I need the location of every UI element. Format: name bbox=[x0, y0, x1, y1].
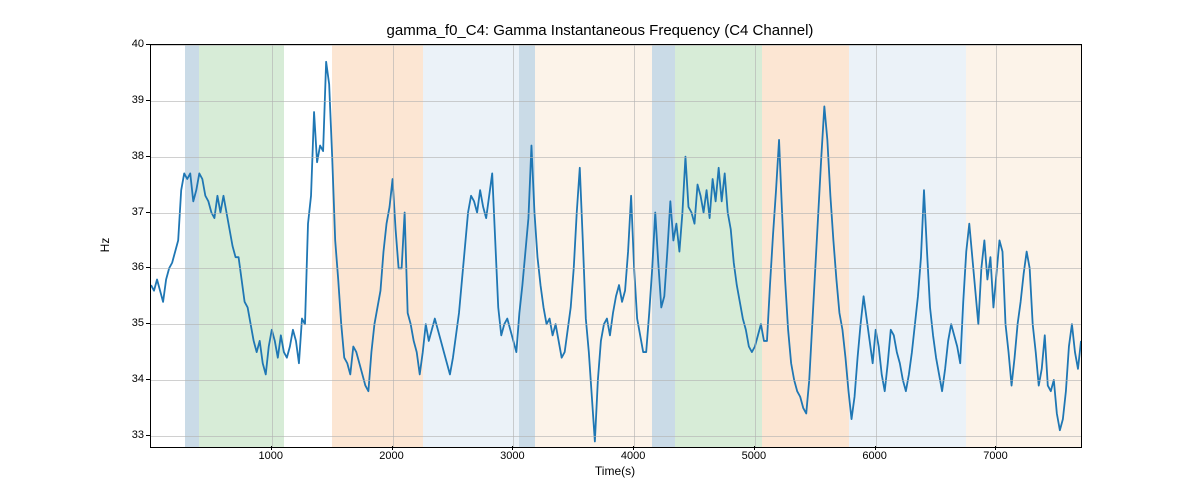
y-tick-mark bbox=[146, 100, 150, 101]
y-tick-label: 40 bbox=[132, 38, 144, 50]
y-tick-label: 38 bbox=[132, 150, 144, 162]
x-tick-label: 6000 bbox=[862, 450, 886, 462]
y-tick-label: 33 bbox=[132, 429, 144, 441]
plot-area bbox=[150, 44, 1082, 448]
grid-line-h bbox=[151, 380, 1081, 381]
grid-line-h bbox=[151, 324, 1081, 325]
x-tick-label: 4000 bbox=[621, 450, 645, 462]
x-tick-label: 3000 bbox=[500, 450, 524, 462]
grid-line-v bbox=[272, 45, 273, 447]
grid-line-v bbox=[755, 45, 756, 447]
x-tick-mark bbox=[512, 446, 513, 450]
x-tick-mark bbox=[271, 446, 272, 450]
chart-title: gamma_f0_C4: Gamma Instantaneous Frequen… bbox=[0, 22, 1200, 39]
grid-line-v bbox=[876, 45, 877, 447]
y-tick-mark bbox=[146, 44, 150, 45]
grid-line-v bbox=[634, 45, 635, 447]
y-tick-label: 35 bbox=[132, 317, 144, 329]
y-axis-label: Hz bbox=[98, 238, 112, 253]
grid-line-h bbox=[151, 268, 1081, 269]
grid-line-v bbox=[393, 45, 394, 447]
x-tick-label: 1000 bbox=[259, 450, 283, 462]
chart-container: gamma_f0_C4: Gamma Instantaneous Frequen… bbox=[0, 0, 1200, 500]
x-tick-mark bbox=[995, 446, 996, 450]
grid-line-h bbox=[151, 213, 1081, 214]
y-tick-mark bbox=[146, 379, 150, 380]
y-tick-mark bbox=[146, 212, 150, 213]
x-tick-mark bbox=[392, 446, 393, 450]
grid-line-h bbox=[151, 436, 1081, 437]
x-tick-label: 5000 bbox=[742, 450, 766, 462]
x-tick-mark bbox=[875, 446, 876, 450]
y-tick-mark bbox=[146, 323, 150, 324]
grid-line-v bbox=[996, 45, 997, 447]
x-tick-label: 2000 bbox=[379, 450, 403, 462]
y-tick-label: 36 bbox=[132, 261, 144, 273]
data-line bbox=[151, 62, 1081, 442]
y-tick-label: 39 bbox=[132, 94, 144, 106]
grid-line-v bbox=[513, 45, 514, 447]
x-tick-label: 7000 bbox=[983, 450, 1007, 462]
grid-line-h bbox=[151, 157, 1081, 158]
grid-line-h bbox=[151, 101, 1081, 102]
y-tick-label: 37 bbox=[132, 206, 144, 218]
x-tick-mark bbox=[633, 446, 634, 450]
grid-line-h bbox=[151, 45, 1081, 46]
y-tick-mark bbox=[146, 156, 150, 157]
x-tick-mark bbox=[754, 446, 755, 450]
y-tick-mark bbox=[146, 267, 150, 268]
x-axis-label: Time(s) bbox=[595, 464, 635, 478]
y-tick-label: 34 bbox=[132, 373, 144, 385]
line-layer bbox=[151, 45, 1081, 447]
y-tick-mark bbox=[146, 435, 150, 436]
